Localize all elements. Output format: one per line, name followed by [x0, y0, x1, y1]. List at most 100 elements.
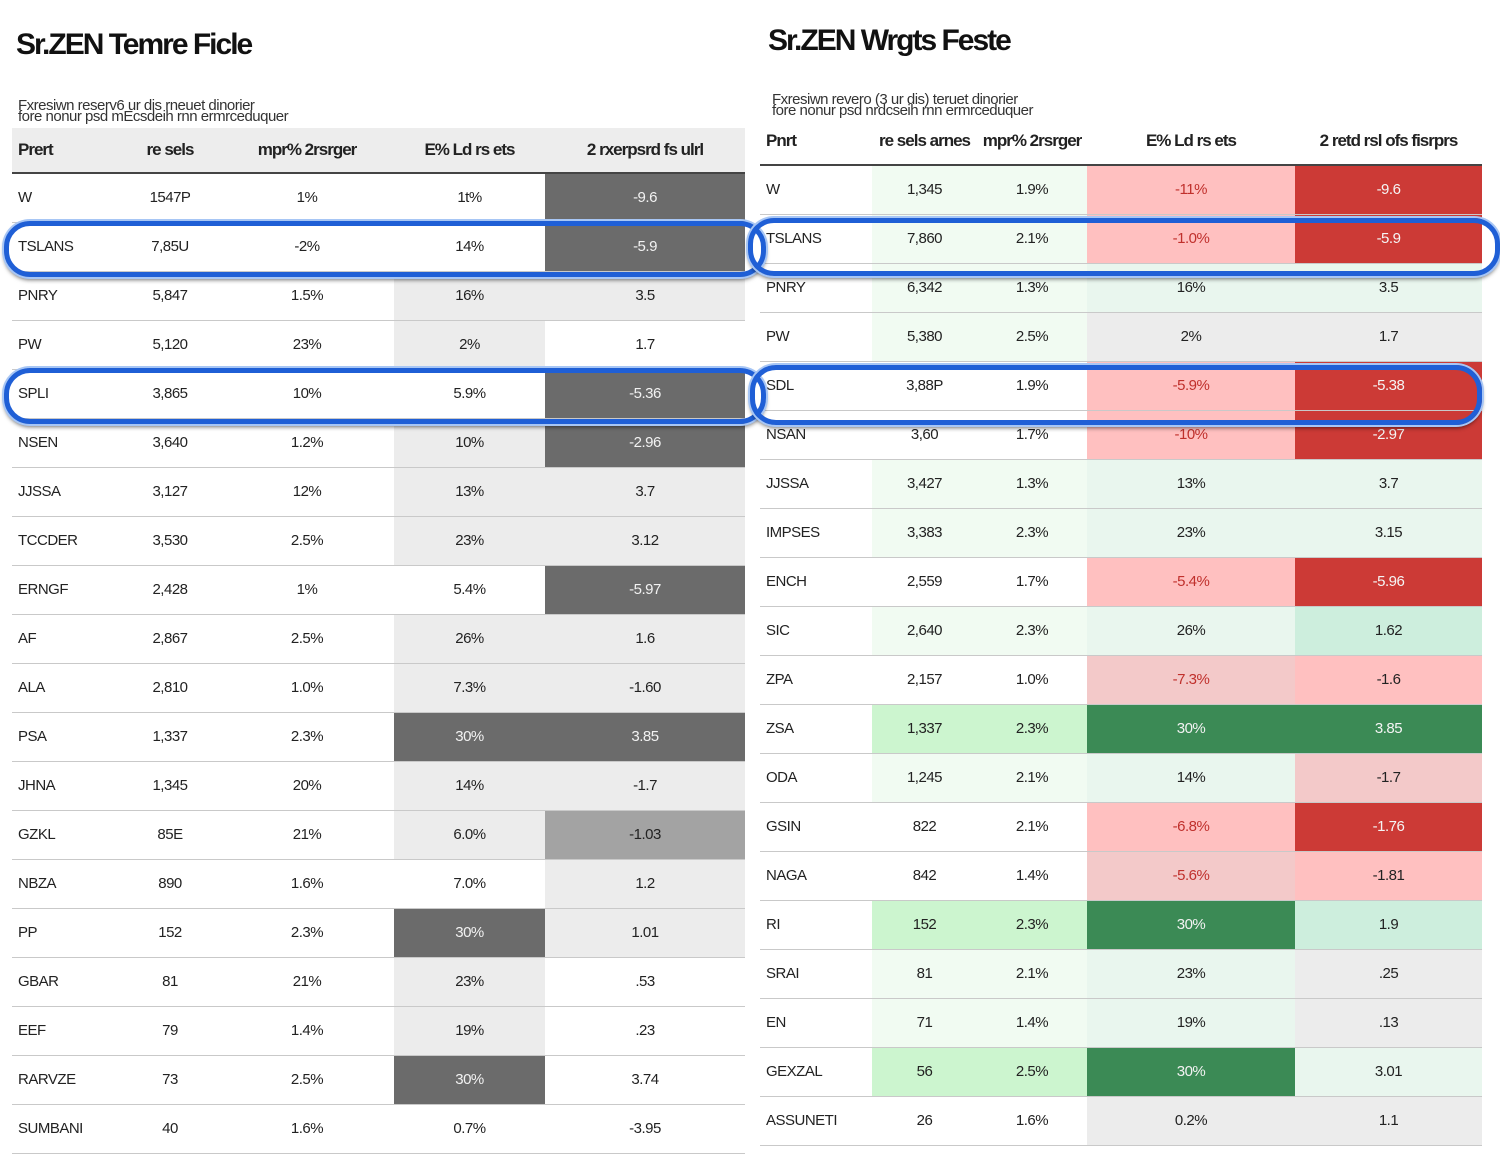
- left-cell-c4: 1.6: [545, 614, 745, 664]
- right-cell-c3: -1.0%: [1087, 214, 1295, 264]
- right-col-header[interactable]: mpr% 2rsrger: [977, 118, 1087, 166]
- left-cell-name: SUMBANI: [12, 1104, 120, 1154]
- left-col-header[interactable]: mpr% 2rsrger: [220, 128, 394, 174]
- right-cell-c3: -6.8%: [1087, 802, 1295, 852]
- right-table-row[interactable]: PW 5,380 2.5% 2% 1.7: [760, 312, 1482, 362]
- left-table-row[interactable]: EEF 79 1.4% 19% .23: [12, 1006, 745, 1056]
- left-table-row[interactable]: TSLANS 7,85U -2% 14% -5.9: [12, 222, 745, 272]
- right-table-row[interactable]: EN 71 1.4% 19% .13: [760, 998, 1482, 1048]
- left-cell-c3: 23%: [394, 957, 545, 1007]
- right-cell-name: ODA: [760, 753, 872, 803]
- right-table-row[interactable]: RI 152 2.3% 30% 1.9: [760, 900, 1482, 950]
- left-col-header[interactable]: 2 rxerpsrd fs ulrl: [545, 128, 745, 174]
- left-cell-c4: -5.97: [545, 565, 745, 615]
- right-table-row[interactable]: SRAI 81 2.1% 23% .25: [760, 949, 1482, 999]
- left-cell-c4: 1.7: [545, 320, 745, 370]
- left-cell-c4: 3.7: [545, 467, 745, 517]
- left-cell-c2: 1.0%: [220, 663, 394, 713]
- right-cell-c4: -1.81: [1295, 851, 1482, 901]
- left-table-row[interactable]: GBAR 81 21% 23% .53: [12, 957, 745, 1007]
- right-table-row[interactable]: ZSA 1,337 2.3% 30% 3.85: [760, 704, 1482, 754]
- left-cell-name: JJSSA: [12, 467, 120, 517]
- right-cell-c4: 1.62: [1295, 606, 1482, 656]
- right-cell-c1: 1,245: [872, 753, 977, 803]
- right-table-row[interactable]: ENCH 2,559 1.7% -5.4% -5.96: [760, 557, 1482, 607]
- left-table-row[interactable]: AF 2,867 2.5% 26% 1.6: [12, 614, 745, 664]
- right-table-row[interactable]: ASSUNETI 26 1.6% 0.2% 1.1: [760, 1096, 1482, 1146]
- right-cell-c2: 1.4%: [977, 998, 1087, 1048]
- left-cell-c2: 2.5%: [220, 516, 394, 566]
- right-table-row[interactable]: GSIN 822 2.1% -6.8% -1.76: [760, 802, 1482, 852]
- right-col-header[interactable]: Pnrt: [760, 118, 872, 166]
- left-col-header[interactable]: re sels: [120, 128, 220, 174]
- left-cell-c2: 2.3%: [220, 908, 394, 958]
- left-cell-name: RARVZE: [12, 1055, 120, 1105]
- right-cell-c2: 1.7%: [977, 557, 1087, 607]
- right-cell-c1: 152: [872, 900, 977, 950]
- left-cell-c3: 30%: [394, 712, 545, 762]
- left-table-row[interactable]: SUMBANI 40 1.6% 0.7% -3.95: [12, 1104, 745, 1154]
- left-cell-c2: 1.6%: [220, 1104, 394, 1154]
- right-table-row[interactable]: JJSSA 3,427 1.3% 13% 3.7: [760, 459, 1482, 509]
- left-table-row[interactable]: TCCDER 3,530 2.5% 23% 3.12: [12, 516, 745, 566]
- right-table-row[interactable]: NSAN 3,60 1.7% -10% -2.97: [760, 410, 1482, 460]
- left-cell-name: JHNA: [12, 761, 120, 811]
- left-cell-c1: 73: [120, 1055, 220, 1105]
- right-cell-c1: 2,157: [872, 655, 977, 705]
- left-cell-c1: 3,530: [120, 516, 220, 566]
- left-cell-name: ALA: [12, 663, 120, 713]
- right-table-row[interactable]: TSLANS 7,860 2.1% -1.0% -5.9: [760, 214, 1482, 264]
- left-table-body: W 1547P 1% 1t% -9.6 TSLANS 7,85U -2% 14% -5.9 PNRY…: [12, 173, 745, 1154]
- right-table-row[interactable]: ZPA 2,157 1.0% -7.3% -1.6: [760, 655, 1482, 705]
- left-table-row[interactable]: GZKL 85E 21% 6.0% -1.03: [12, 810, 745, 860]
- left-cell-c2: 1.6%: [220, 859, 394, 909]
- left-subtitle-line-2: fore nonur psd mEcsdeih rnn ermrceduquer: [18, 108, 289, 125]
- left-table-row[interactable]: ERNGF 2,428 1% 5.4% -5.97: [12, 565, 745, 615]
- right-table-row[interactable]: SDL 3,88P 1.9% -5.9% -5.38: [760, 361, 1482, 411]
- right-col-header[interactable]: re sels arnes: [872, 118, 977, 166]
- left-cell-c4: 1.2: [545, 859, 745, 909]
- right-table-row[interactable]: NAGA 842 1.4% -5.6% -1.81: [760, 851, 1482, 901]
- right-cell-c1: 3,60: [872, 410, 977, 460]
- right-cell-c1: 2,640: [872, 606, 977, 656]
- right-cell-name: JJSSA: [760, 459, 872, 509]
- right-table-row[interactable]: IMPSES 3,383 2.3% 23% 3.15: [760, 508, 1482, 558]
- right-cell-c3: -7.3%: [1087, 655, 1295, 705]
- left-col-header[interactable]: E% Ld rs ets: [394, 128, 545, 174]
- left-table-row[interactable]: W 1547P 1% 1t% -9.6: [12, 173, 745, 223]
- left-table-row[interactable]: NSEN 3,640 1.2% 10% -2.96: [12, 418, 745, 468]
- right-cell-c4: -5.96: [1295, 557, 1482, 607]
- left-col-header[interactable]: Prert: [12, 128, 120, 174]
- left-cell-c2: 20%: [220, 761, 394, 811]
- left-cell-c4: 3.5: [545, 271, 745, 321]
- right-table-row[interactable]: ODA 1,245 2.1% 14% -1.7: [760, 753, 1482, 803]
- right-cell-c1: 822: [872, 802, 977, 852]
- right-cell-c4: -2.97: [1295, 410, 1482, 460]
- left-cell-c4: -1.03: [545, 810, 745, 860]
- left-table-row[interactable]: NBZA 890 1.6% 7.0% 1.2: [12, 859, 745, 909]
- left-table-row[interactable]: JJSSA 3,127 12% 13% 3.7: [12, 467, 745, 517]
- left-cell-c1: 1,337: [120, 712, 220, 762]
- right-col-header[interactable]: E% Ld rs ets: [1087, 118, 1295, 166]
- left-cell-c1: 5,847: [120, 271, 220, 321]
- right-cell-c2: 1.4%: [977, 851, 1087, 901]
- right-table-row[interactable]: W 1,345 1.9% -11% -9.6: [760, 165, 1482, 215]
- left-table-row[interactable]: SPLI 3,865 10% 5.9% -5.36: [12, 369, 745, 419]
- right-cell-name: GEXZAL: [760, 1047, 872, 1097]
- right-table-row[interactable]: PNRY 6,342 1.3% 16% 3.5: [760, 263, 1482, 313]
- left-cell-name: AF: [12, 614, 120, 664]
- left-cell-c4: 3.12: [545, 516, 745, 566]
- right-cell-c3: -5.4%: [1087, 557, 1295, 607]
- left-table-row[interactable]: ALA 2,810 1.0% 7.3% -1.60: [12, 663, 745, 713]
- left-table-row[interactable]: JHNA 1,345 20% 14% -1.7: [12, 761, 745, 811]
- right-cell-c3: 0.2%: [1087, 1096, 1295, 1146]
- left-table-row[interactable]: PP 152 2.3% 30% 1.01: [12, 908, 745, 958]
- right-table-row[interactable]: SIC 2,640 2.3% 26% 1.62: [760, 606, 1482, 656]
- left-table-row[interactable]: PSA 1,337 2.3% 30% 3.85: [12, 712, 745, 762]
- left-table-row[interactable]: PW 5,120 23% 2% 1.7: [12, 320, 745, 370]
- left-table-row[interactable]: PNRY 5,847 1.5% 16% 3.5: [12, 271, 745, 321]
- right-col-header[interactable]: 2 retd rsl ofs fisrprs: [1295, 118, 1482, 166]
- left-table-row[interactable]: RARVZE 73 2.5% 30% 3.74: [12, 1055, 745, 1105]
- right-table-row[interactable]: GEXZAL 56 2.5% 30% 3.01: [760, 1047, 1482, 1097]
- left-cell-c3: 5.4%: [394, 565, 545, 615]
